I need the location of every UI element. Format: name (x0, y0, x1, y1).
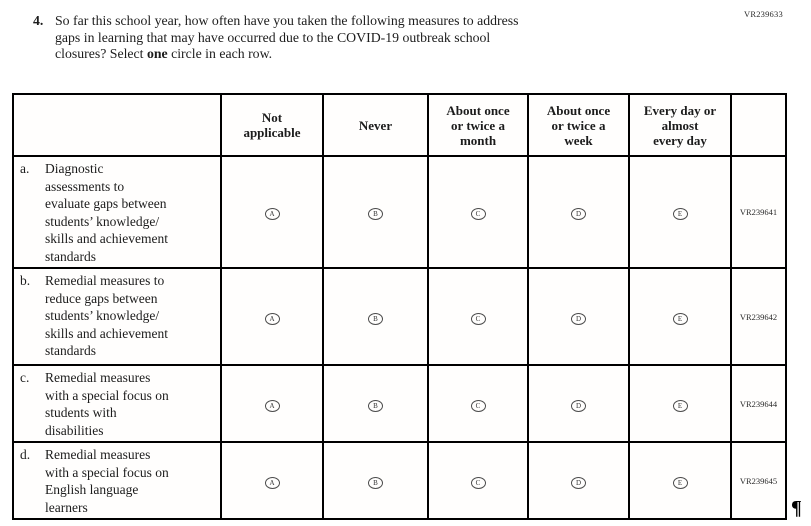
answer-circle-a[interactable]: A (264, 399, 280, 412)
question-line-1: So far this school year, how often have … (55, 13, 519, 28)
row-label-text: Remedial measures to reduce gaps between… (45, 273, 168, 358)
answer-circle-d[interactable]: D (571, 399, 586, 412)
answer-circle-b[interactable]: B (368, 476, 383, 489)
cell-b-not-applicable: A (220, 267, 324, 366)
cell-c-not-applicable: A (220, 364, 324, 443)
cell-a-every-day: E (628, 155, 732, 269)
row-marker: a. (20, 161, 30, 176)
column-header-code (730, 93, 787, 157)
row-marker: d. (20, 447, 31, 462)
answer-circle-b[interactable]: B (368, 399, 383, 412)
cell-a-not-applicable: A (220, 155, 324, 269)
form-code-top: VR239633 (744, 9, 783, 19)
cell-b-once-twice-week: D (527, 267, 630, 366)
row-label-b: b. Remedial measures to reduce gaps betw… (12, 267, 222, 366)
column-header-not-applicable: Not applicable (220, 93, 324, 157)
cell-d-every-day: E (628, 441, 732, 520)
cell-c-never: B (322, 364, 429, 443)
cell-d-never: B (322, 441, 429, 520)
cell-d-once-twice-month: C (427, 441, 529, 520)
cell-c-every-day: E (628, 364, 732, 443)
row-label-text: Diagnostic assessments to evaluate gaps … (45, 161, 168, 264)
answer-circle-b[interactable]: B (368, 208, 383, 220)
cell-d-not-applicable: A (220, 441, 324, 520)
question-line-2: gaps in learning that may have occurred … (55, 29, 491, 45)
row-label-text: Remedial measures with a special focus o… (45, 447, 169, 515)
cell-d-once-twice-week: D (527, 441, 630, 520)
table-row-a: a. Diagnostic assessments to evaluate ga… (12, 155, 787, 269)
cell-b-every-day: E (628, 267, 732, 366)
answer-circle-c[interactable]: C (470, 312, 486, 325)
cell-b-never: B (322, 267, 429, 366)
answer-circle-d[interactable]: D (571, 208, 586, 220)
row-marker: c. (20, 370, 30, 385)
row-marker: b. (20, 273, 31, 288)
column-header-blank (12, 93, 222, 157)
answer-circle-d[interactable]: D (571, 312, 586, 325)
question-text: So far this school year, how often have … (55, 13, 733, 63)
pilcrow-mark: ¶ (791, 497, 802, 519)
vr-code-row-d: VR239645 (730, 441, 787, 520)
table-row-b: b. Remedial measures to reduce gaps betw… (12, 267, 787, 366)
answer-circle-e[interactable]: E (672, 208, 688, 220)
answer-circle-e[interactable]: E (672, 399, 688, 412)
vr-code-row-c: VR239644 (730, 364, 787, 443)
question-4: 4. So far this school year, how often ha… (33, 13, 733, 63)
answer-circle-c[interactable]: C (470, 399, 486, 412)
vr-code-row-b: VR239642 (730, 267, 787, 366)
answer-circle-b[interactable]: B (368, 312, 383, 325)
answer-circle-a[interactable]: A (264, 208, 280, 220)
question-number: 4. (33, 13, 44, 28)
cell-c-once-twice-week: D (527, 364, 630, 443)
answer-circle-a[interactable]: A (264, 312, 280, 325)
cell-c-once-twice-month: C (427, 364, 529, 443)
table-row-d: d. Remedial measures with a special focu… (12, 441, 787, 520)
column-header-once-twice-week: About once or twice a week (527, 93, 630, 157)
question-line-3-post: circle in each row. (167, 46, 273, 61)
question-line-3-bold: one (146, 46, 168, 61)
row-label-d: d. Remedial measures with a special focu… (12, 441, 222, 520)
row-label-text: Remedial measures with a special focus o… (45, 370, 169, 438)
answer-circle-e[interactable]: E (672, 476, 688, 489)
column-header-never: Never (322, 93, 429, 157)
answer-circle-c[interactable]: C (470, 476, 486, 489)
answer-circle-e[interactable]: E (672, 312, 688, 325)
answer-circle-d[interactable]: D (571, 476, 586, 489)
column-header-once-twice-month: About once or twice a month (427, 93, 529, 157)
cell-a-once-twice-month: C (427, 155, 529, 269)
response-matrix-table: Not applicable Never About once or twice… (12, 93, 787, 520)
row-label-c: c. Remedial measures with a special focu… (12, 364, 222, 443)
column-header-every-day: Every day or almost every day (628, 93, 732, 157)
cell-b-once-twice-month: C (427, 267, 529, 366)
cell-a-once-twice-week: D (527, 155, 630, 269)
cell-a-never: B (322, 155, 429, 269)
answer-circle-c[interactable]: C (470, 208, 486, 220)
question-line-3-pre: closures? Select (55, 46, 147, 61)
answer-circle-a[interactable]: A (264, 476, 280, 489)
table-header-row: Not applicable Never About once or twice… (12, 93, 787, 157)
question-line-3: closures? Select one circle in each row. (55, 46, 733, 63)
vr-code-row-a: VR239641 (730, 155, 787, 269)
table-row-c: c. Remedial measures with a special focu… (12, 364, 787, 443)
row-label-a: a. Diagnostic assessments to evaluate ga… (12, 155, 222, 269)
